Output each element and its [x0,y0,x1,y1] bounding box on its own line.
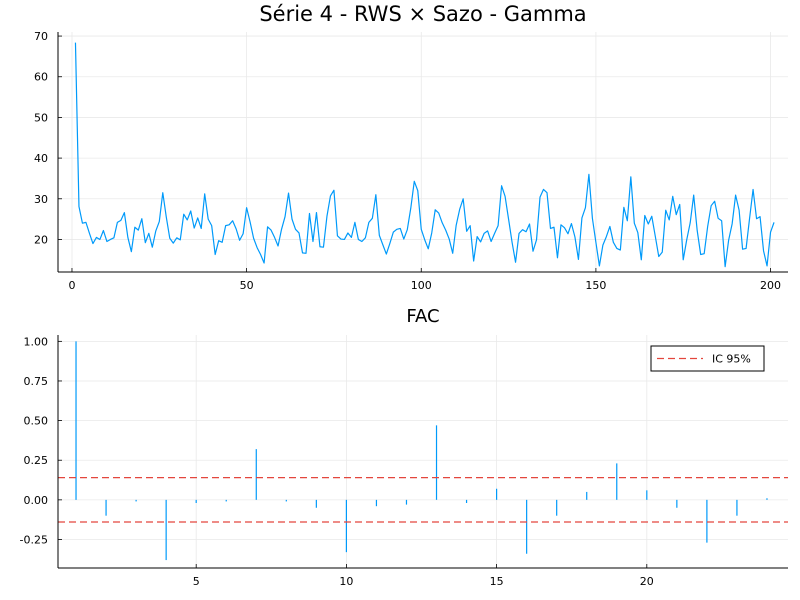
line-chart-series [74,42,775,268]
y-tick-label: 1.00 [24,335,49,348]
y-tick-label: 0.00 [24,494,49,507]
line-chart-axes [57,32,788,273]
x-tick-label: 200 [760,279,781,292]
y-tick-label: 20 [34,233,48,246]
y-tick-label: -0.25 [20,533,48,546]
y-tick-label: 0.75 [24,375,49,388]
x-tick-label: 5 [193,575,200,588]
acf-legend: IC 95% [650,345,765,372]
y-tick-label: 60 [34,71,48,84]
line-chart-tick-labels: 0 50 100 150 200 20 30 40 50 60 70 [34,30,781,292]
x-tick-label: 20 [640,575,654,588]
x-tick-label: 10 [339,575,353,588]
acf-chart-title: FAC [406,306,439,327]
x-tick-label: 0 [68,279,75,292]
y-tick-label: 0.50 [24,415,49,428]
legend-label: IC 95% [712,353,751,366]
x-tick-label: 15 [490,575,504,588]
acf-chart-bars [75,341,768,561]
y-tick-label: 30 [34,193,48,206]
acf-chart-tick-labels: 5 10 15 20 -0.25 0.00 0.25 0.50 0.75 1.00 [20,335,654,588]
line-chart-title: Série 4 - RWS × Sazo - Gamma [259,2,586,26]
x-tick-label: 50 [240,279,254,292]
y-tick-label: 70 [34,30,48,43]
x-tick-label: 100 [411,279,432,292]
y-tick-label: 50 [34,111,48,124]
acf-chart-axes [57,335,788,569]
series-line [74,42,775,268]
acf-chart-confidence-lines [58,477,788,523]
acf-chart-grid [58,335,788,568]
x-tick-label: 150 [585,279,606,292]
y-tick-label: 40 [34,152,48,165]
y-tick-label: 0.25 [24,454,49,467]
